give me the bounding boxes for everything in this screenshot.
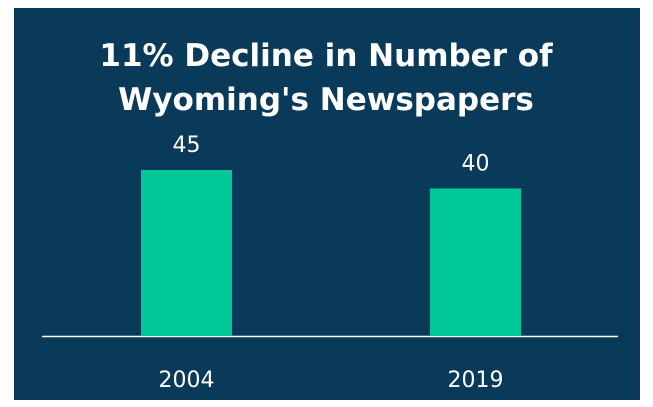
bar — [430, 188, 521, 336]
value-label: 45 — [173, 133, 201, 158]
chart-title: 11% Decline in Number of Wyoming's Newsp… — [99, 38, 553, 118]
x-tick-label: 2019 — [448, 368, 504, 393]
bar — [141, 170, 232, 336]
panel — [14, 8, 640, 400]
value-label: 40 — [462, 151, 490, 176]
x-tick-label: 2004 — [159, 368, 215, 393]
